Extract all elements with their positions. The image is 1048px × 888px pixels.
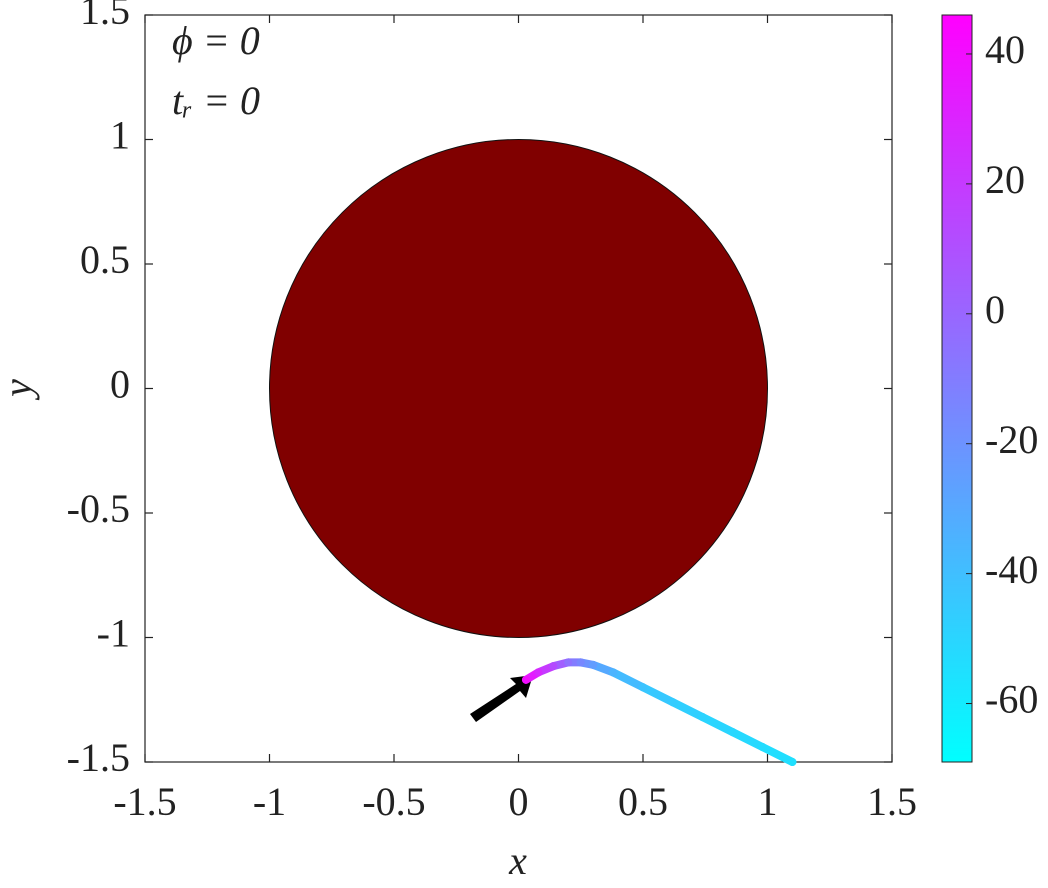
- trajectory-point: [589, 660, 598, 669]
- trajectory-point: [758, 743, 767, 752]
- y-tick-label: 0: [110, 362, 130, 407]
- y-tick-label: -1.5: [67, 735, 130, 780]
- colorbar-tick-label: -40: [985, 547, 1038, 592]
- disk: [269, 139, 768, 638]
- trajectory-segment: [639, 683, 677, 707]
- trajectory-segment: [758, 743, 797, 766]
- trajectory-point: [521, 675, 530, 684]
- x-axis-label: x: [508, 838, 527, 883]
- x-tick-label: -1.5: [113, 779, 176, 824]
- trajectory-point: [728, 728, 737, 737]
- y-axis-label: y: [0, 379, 40, 401]
- colorbar-tick-label: 0: [985, 287, 1005, 332]
- y-tick-label: -0.5: [67, 486, 130, 531]
- trajectory-point: [698, 713, 707, 722]
- colorbar: [941, 14, 973, 763]
- y-tick-label: 0.5: [80, 237, 130, 282]
- arrow: [470, 675, 533, 722]
- y-tick-label: -1: [97, 611, 130, 656]
- x-tick-label: 0.5: [618, 779, 668, 824]
- trajectory-point: [609, 668, 618, 677]
- trajectory-point: [788, 758, 797, 766]
- trajectory-point: [564, 658, 573, 667]
- x-tick-label: 0: [509, 779, 529, 824]
- trajectory-segment: [609, 668, 647, 692]
- y-tick-label: 1.5: [80, 0, 130, 33]
- trajectory-segment: [728, 728, 767, 752]
- trajectory-segment: [668, 698, 707, 722]
- trajectory-point: [576, 658, 585, 667]
- x-tick-label: 1: [758, 779, 778, 824]
- colorbar-tick-label: -20: [985, 417, 1038, 462]
- x-tick-label: -0.5: [362, 779, 425, 824]
- y-tick-label: 1: [110, 113, 130, 158]
- annotation: ϕ = 0: [172, 18, 260, 63]
- colorbar-tick-label: -60: [985, 677, 1038, 722]
- trajectory-point: [534, 668, 543, 677]
- trajectory-point: [549, 662, 558, 671]
- trajectory-point: [668, 698, 677, 707]
- trajectory-segment: [698, 713, 737, 737]
- annotation: tᵣ = 0: [172, 78, 260, 123]
- x-tick-label: -1: [253, 779, 286, 824]
- colorbar-tick-label: 20: [985, 157, 1025, 202]
- colorbar-tick-label: 40: [985, 27, 1025, 72]
- trajectory-point: [639, 683, 647, 692]
- x-tick-label: 1.5: [867, 779, 917, 824]
